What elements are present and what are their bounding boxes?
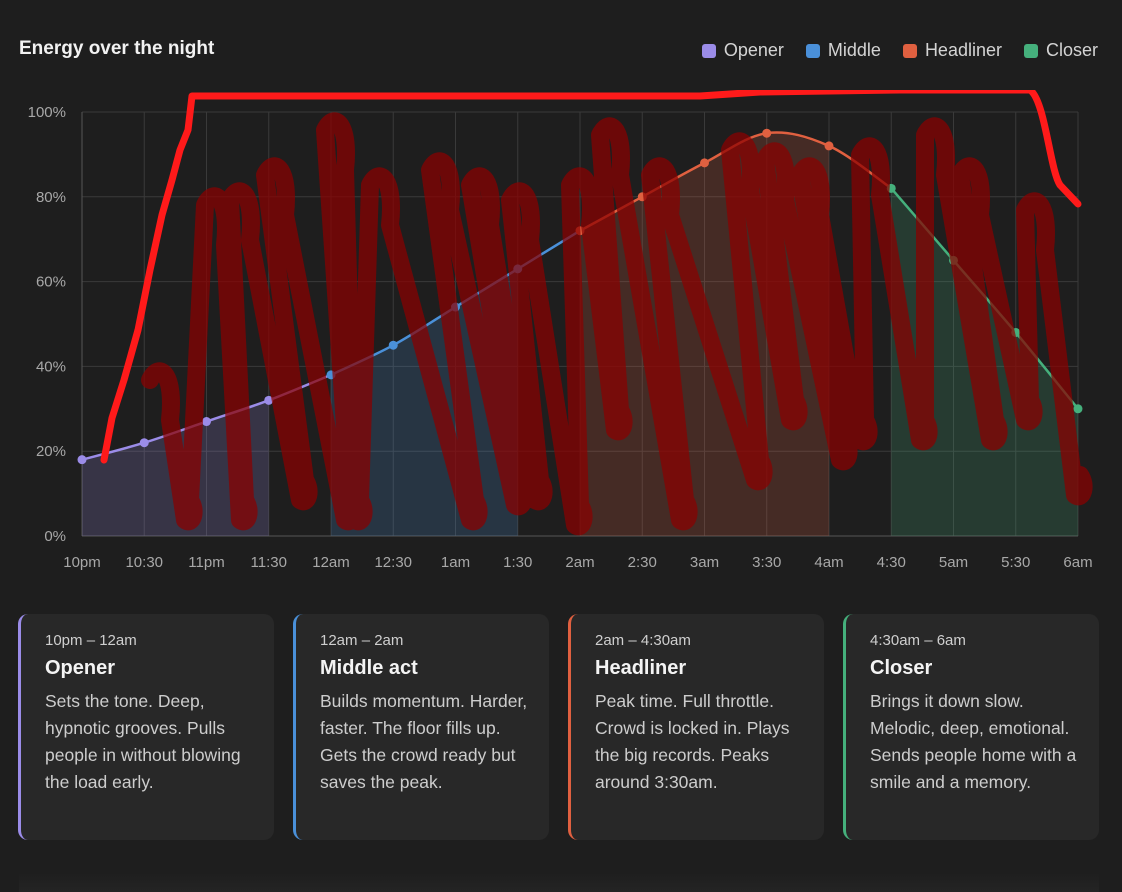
x-tick-label: 3:30 — [752, 554, 781, 571]
scribble-overlay — [100, 90, 1093, 536]
x-tick-label: 1am — [441, 554, 470, 571]
card-closer: 4:30am – 6am Closer Brings it down slow.… — [843, 614, 1099, 840]
card-time: 4:30am – 6am — [870, 632, 966, 649]
card-description: Brings it down slow. Melodic, deep, emot… — [870, 691, 1077, 792]
legend-label-headliner: Headliner — [924, 40, 1002, 60]
x-tick-label: 2am — [565, 554, 594, 571]
card-description: Sets the tone. Deep, hypnotic grooves. P… — [45, 691, 241, 792]
x-tick-label: 3am — [690, 554, 719, 571]
legend-item-middle[interactable]: Middle — [805, 40, 881, 61]
data-point-headliner — [700, 158, 709, 168]
y-tick-label: 60% — [36, 274, 66, 291]
red-outline-stroke — [100, 90, 1082, 464]
card-name: Opener — [45, 657, 116, 679]
legend-item-closer[interactable]: Closer — [1023, 40, 1098, 61]
y-tick-label: 20% — [36, 443, 66, 460]
card-description: Builds momentum. Harder, faster. The flo… — [320, 691, 528, 792]
set-cards: 10pm – 12am Opener Sets the tone. Deep, … — [18, 614, 1099, 840]
card-name: Closer — [870, 657, 933, 679]
x-tick-label: 4:30 — [877, 554, 906, 571]
card-name: Middle act — [320, 657, 418, 679]
dark-red-scribble — [141, 112, 1093, 536]
legend-label-middle: Middle — [827, 40, 881, 60]
x-tick-label: 6am — [1063, 554, 1092, 571]
data-point-closer — [1073, 404, 1083, 414]
legend-label-closer: Closer — [1045, 40, 1098, 60]
card-time: 2am – 4:30am — [595, 632, 691, 649]
energy-chart: 0% 20% 40% 60% 80% 100% 10pm 10:30 11pm 11:30 12am… — [28, 90, 1093, 571]
x-tick-label: 12am — [312, 554, 350, 571]
cut-off-text-row — [19, 872, 1099, 892]
x-tick-label: 11pm — [188, 554, 224, 571]
data-point-opener — [202, 417, 211, 427]
legend-label-opener: Opener — [723, 40, 784, 60]
legend-item-opener[interactable]: Opener — [701, 40, 784, 61]
card-time: 10pm – 12am — [45, 632, 137, 649]
data-point-opener — [139, 438, 149, 448]
card-name: Headliner — [595, 657, 687, 679]
chart-legend: Opener Middle Headliner Closer — [701, 40, 1098, 61]
y-tick-label: 80% — [36, 189, 66, 206]
data-point-opener — [264, 395, 274, 405]
x-tick-label: 1:30 — [503, 554, 532, 571]
x-tick-label: 11:30 — [251, 554, 287, 571]
legend-swatch-headliner — [902, 43, 917, 58]
data-point-middle — [388, 340, 398, 350]
x-tick-label: 10pm — [63, 554, 101, 571]
card-description: Peak time. Full throttle. Crowd is locke… — [595, 691, 790, 792]
x-tick-label: 5am — [939, 554, 968, 571]
x-tick-label: 10:30 — [125, 554, 163, 571]
legend-swatch-closer — [1023, 43, 1038, 58]
card-middle: 12am – 2am Middle act Builds momentum. H… — [293, 614, 549, 840]
legend-swatch-opener — [701, 43, 716, 58]
x-tick-label: 4am — [814, 554, 843, 571]
x-tick-label: 12:30 — [374, 554, 412, 571]
card-time: 12am – 2am — [320, 632, 404, 649]
data-point-headliner — [824, 141, 834, 151]
label-layer: 0% 20% 40% 60% 80% 100% 10pm 10:30 11pm 11:30 12am… — [28, 104, 1093, 571]
x-tick-label: 2:30 — [628, 554, 657, 571]
y-tick-label: 100% — [28, 104, 66, 121]
x-tick-label: 5:30 — [1001, 554, 1030, 571]
chart-title: Energy over the night — [19, 38, 215, 59]
data-point-headliner — [762, 128, 772, 138]
card-opener: 10pm – 12am Opener Sets the tone. Deep, … — [18, 614, 274, 840]
data-point-opener — [77, 455, 87, 465]
card-headliner: 2am – 4:30am Headliner Peak time. Full t… — [568, 614, 824, 840]
legend-item-headliner[interactable]: Headliner — [902, 40, 1002, 61]
legend-swatch-middle — [805, 43, 820, 58]
y-tick-label: 0% — [44, 528, 66, 545]
y-tick-label: 40% — [36, 358, 66, 375]
